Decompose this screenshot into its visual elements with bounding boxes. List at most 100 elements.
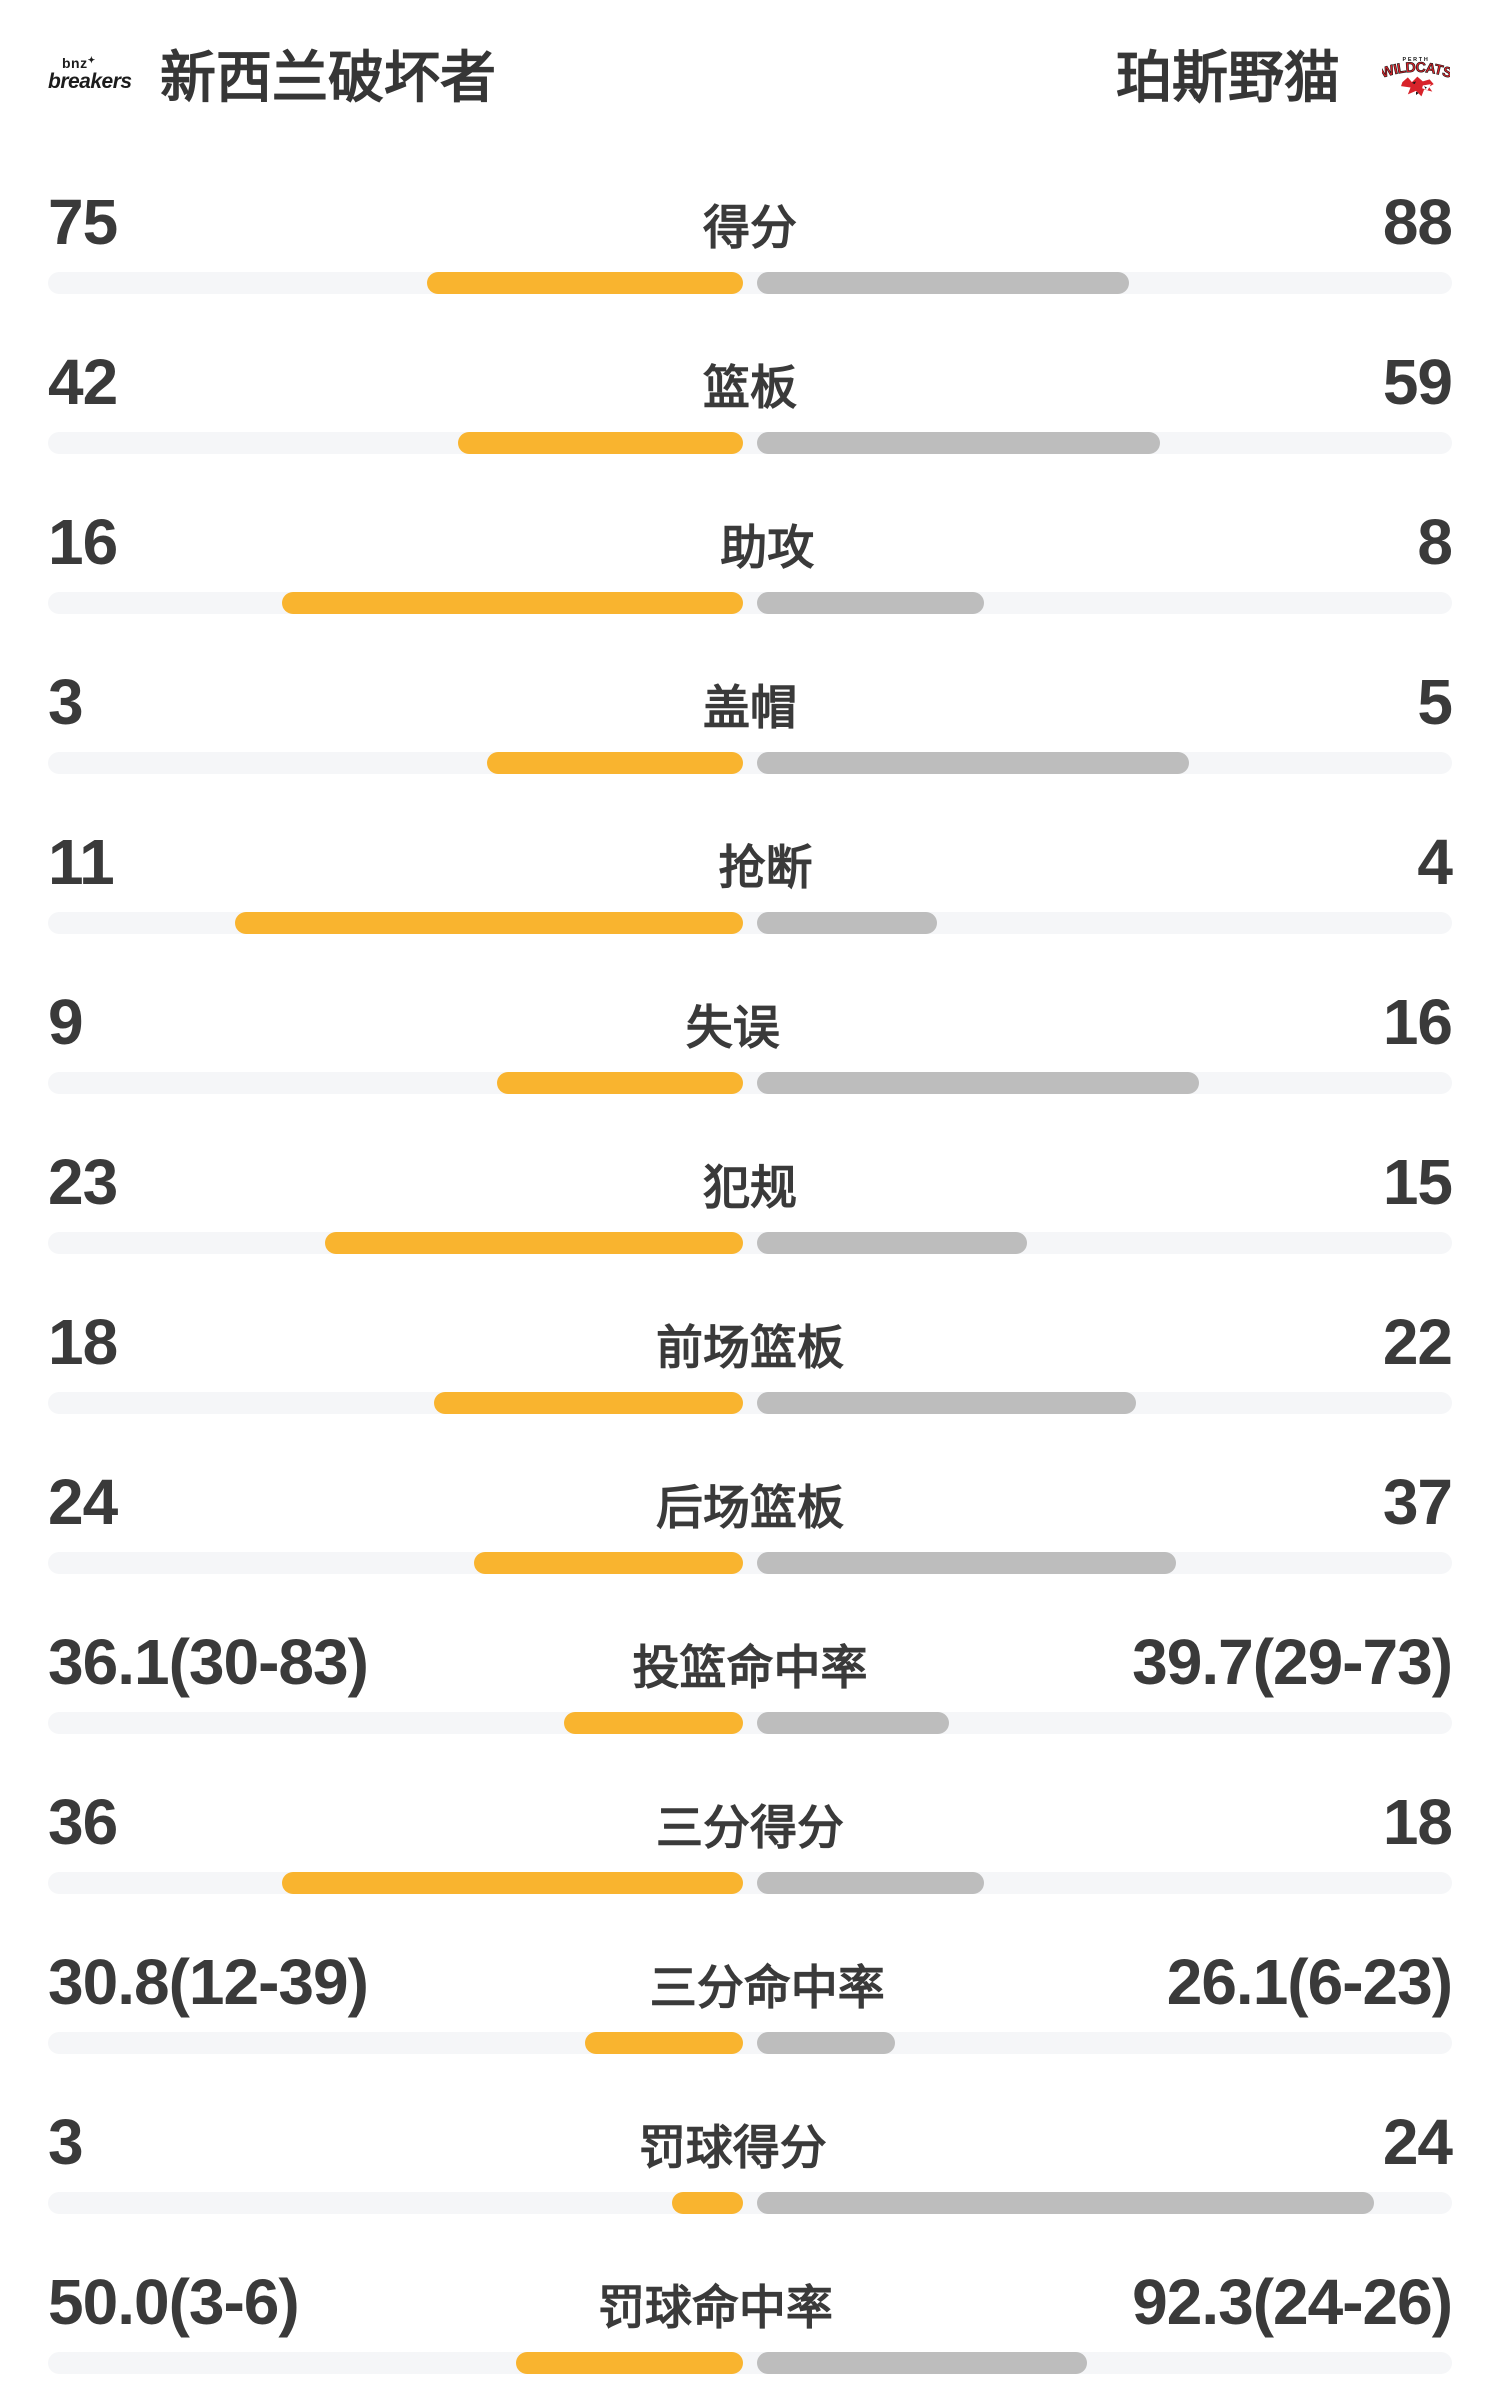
away-bar <box>757 1072 1200 1094</box>
home-value: 23 <box>48 1146 118 1218</box>
stat-values-line: 23 犯规 15 <box>48 1146 1453 1218</box>
stat-row: 16 助攻 8 <box>48 506 1453 670</box>
away-bar <box>757 1712 950 1734</box>
stat-label: 失误 <box>685 1001 780 1054</box>
home-team-name: 新西兰破坏者 <box>160 46 496 109</box>
home-value: 75 <box>48 186 118 258</box>
home-value: 18 <box>48 1306 118 1378</box>
stat-bar-track <box>48 432 1452 454</box>
stat-values-line: 42 篮板 59 <box>48 346 1453 418</box>
stat-label: 前场篮板 <box>656 1321 844 1374</box>
stat-values-line: 75 得分 88 <box>48 186 1453 258</box>
home-logo-top-text: bnz✦ <box>62 55 96 71</box>
away-value: 24 <box>1382 2106 1453 2178</box>
stat-values-line: 3 盖帽 5 <box>48 666 1453 738</box>
home-value: 24 <box>48 1466 118 1538</box>
stat-bar-track <box>48 2192 1452 2214</box>
away-bar <box>757 912 938 934</box>
home-value: 9 <box>48 986 84 1058</box>
away-bar <box>757 1872 984 1894</box>
away-bar <box>757 2032 896 2054</box>
stat-label: 后场篮板 <box>656 1481 844 1534</box>
away-value: 88 <box>1382 186 1453 258</box>
stat-bar-track <box>48 1552 1452 1574</box>
home-value: 30.8(12-39) <box>48 1946 369 2018</box>
home-bar <box>282 1872 743 1894</box>
stat-label: 罚球命中率 <box>597 2281 833 2334</box>
stat-label: 得分 <box>703 201 797 254</box>
home-value: 3 <box>48 2106 84 2178</box>
home-bar <box>563 1712 743 1734</box>
stat-row: 23 犯规 15 <box>48 1146 1453 1310</box>
stat-row: 24 后场篮板 37 <box>48 1466 1453 1630</box>
stat-bar-track <box>48 2032 1452 2054</box>
away-bar <box>757 1232 1028 1254</box>
home-bar <box>473 1552 743 1574</box>
away-value: 16 <box>1382 986 1453 1058</box>
stat-row: 18 前场篮板 22 <box>48 1306 1453 1470</box>
stat-row: 3 盖帽 5 <box>48 666 1453 830</box>
away-value: 4 <box>1417 826 1453 898</box>
away-logo-perth-text: PERTH <box>1403 57 1430 63</box>
home-bar <box>282 592 743 614</box>
stat-bar-track <box>48 1072 1452 1094</box>
stat-bar-track <box>48 272 1452 294</box>
stat-label: 犯规 <box>703 1161 797 1214</box>
sparkle-icon: ✦ <box>87 55 96 65</box>
stat-bar-track <box>48 1872 1452 1894</box>
home-bar <box>486 752 743 774</box>
away-value: 26.1(6-23) <box>1166 1946 1453 2018</box>
stat-row: 9 失误 16 <box>48 986 1453 1150</box>
stat-label: 三分得分 <box>656 1801 844 1854</box>
stat-row: 11 抢断 4 <box>48 826 1453 990</box>
away-value: 15 <box>1382 1146 1453 1218</box>
home-bar <box>584 2032 743 2054</box>
home-bar <box>434 1392 743 1414</box>
stat-label: 罚球得分 <box>638 2121 827 2174</box>
stat-label: 抢断 <box>718 841 813 894</box>
stat-row: 50.0(3-6) 罚球命中率 92.3(24-26) <box>48 2266 1453 2400</box>
stat-label: 篮板 <box>703 361 797 414</box>
stat-label: 助攻 <box>720 521 815 574</box>
away-value: 5 <box>1417 666 1453 738</box>
away-value: 22 <box>1382 1306 1453 1378</box>
home-bar <box>497 1072 743 1094</box>
away-logo-wildcats-text: WILDCATS <box>1382 60 1450 82</box>
home-bar <box>235 912 743 934</box>
away-bar <box>757 1392 1137 1414</box>
away-bar <box>757 2352 1087 2374</box>
home-bar <box>325 1232 743 1254</box>
stat-values-line: 3 罚球得分 24 <box>48 2106 1453 2178</box>
away-value: 92.3(24-26) <box>1132 2266 1453 2338</box>
stat-values-line: 9 失误 16 <box>48 986 1453 1058</box>
away-bar <box>757 592 984 614</box>
away-bar <box>757 1552 1176 1574</box>
home-value: 42 <box>48 346 118 418</box>
stat-bar-track <box>48 752 1452 774</box>
away-bar <box>757 272 1129 294</box>
stat-values-line: 11 抢断 4 <box>48 826 1453 898</box>
home-bar <box>427 272 743 294</box>
stat-values-line: 36.1(30-83) 投篮命中率 39.7(29-73) <box>48 1630 1453 1698</box>
stat-bar-track <box>48 1392 1452 1414</box>
wildcat-head-icon <box>1401 76 1434 97</box>
stat-row: 3 罚球得分 24 <box>48 2106 1453 2270</box>
stat-values-line: 16 助攻 8 <box>48 506 1453 578</box>
stat-row: 36.1(30-83) 投篮命中率 39.7(29-73) <box>48 1630 1453 1790</box>
stat-row: 36 三分得分 18 <box>48 1786 1453 1950</box>
home-bar <box>458 432 743 454</box>
away-value: 18 <box>1382 1786 1453 1858</box>
stat-values-line: 30.8(12-39) 三分命中率 26.1(6-23) <box>48 1946 1453 2018</box>
home-team-logo: bnz✦ breakers <box>48 55 158 93</box>
away-value: 8 <box>1417 506 1453 578</box>
stat-bar-track <box>48 2352 1452 2374</box>
stat-values-line: 18 前场篮板 22 <box>48 1306 1453 1378</box>
stat-bar-track <box>48 912 1452 934</box>
away-team-logo: PERTH WILDCATS <box>1382 57 1450 97</box>
away-bar <box>757 752 1189 774</box>
away-bar <box>757 432 1161 454</box>
away-value: 37 <box>1382 1466 1453 1538</box>
stat-label: 三分命中率 <box>649 1961 885 2014</box>
away-team-name: 珀斯野猫 <box>1116 46 1340 109</box>
